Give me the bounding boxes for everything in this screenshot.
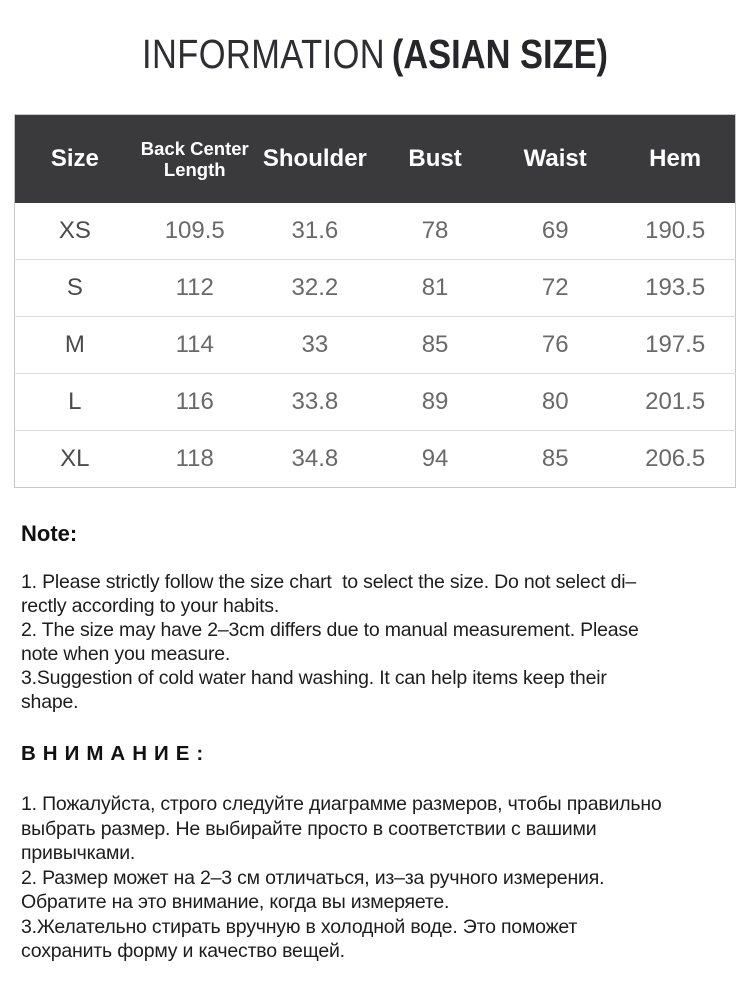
size-cell: XS: [14, 203, 135, 260]
attention-line: 1. Пожалуйста, строго следуйте диаграмме…: [21, 793, 662, 815]
attention-line: сохранить форму и качество вещей.: [21, 940, 345, 962]
column-header-hem: Hem: [615, 114, 736, 203]
note-section: Note: 1. Please strictly follow the size…: [21, 521, 729, 714]
value-cell: 193.5: [615, 259, 736, 317]
value-cell: 72: [495, 259, 616, 317]
value-cell: 201.5: [615, 373, 736, 431]
note-line: rectly according to your habits.: [21, 595, 280, 617]
size-cell: M: [14, 316, 135, 374]
note-text: 1. Please strictly follow the size chart…: [21, 570, 729, 714]
value-cell: 81: [374, 259, 496, 317]
value-cell: 31.6: [254, 203, 375, 260]
value-cell: 109.5: [134, 203, 255, 260]
size-cell: XL: [60, 445, 90, 472]
table-row: M 114 33 85 76 197.5: [14, 316, 736, 374]
attention-line: 2. Размер может на 2–3 см отличаться, из…: [21, 866, 605, 889]
size-cell: L: [14, 373, 135, 431]
size-table-header: Size Back Center Length Shoulder Bust Waist H…: [14, 114, 736, 203]
value-cell: 118: [175, 445, 214, 472]
attention-line: привычками.: [21, 842, 136, 864]
table-row: L 116 33.8 89 80 201.5: [14, 373, 736, 431]
attention-line: выбрать размер. Не выбирайте просто в со…: [21, 817, 597, 840]
header-row: Size Back Center Length Shoulder Bust Waist H…: [14, 114, 736, 203]
attention-section: ВНИМАНИЕ: 1. Пожалуйста, строго следуйте…: [21, 742, 729, 964]
value-cell: 80: [495, 373, 616, 431]
value-cell: 33.8: [254, 373, 375, 431]
note-line: 3.Suggestion of cold water hand washing.…: [21, 667, 607, 689]
value-cell: 33: [254, 316, 375, 374]
value-cell: 69: [495, 203, 616, 260]
value-cell: 112: [134, 259, 255, 317]
page-title: INFORMATION (ASIAN SIZE): [60, 30, 690, 88]
note-line: shape.: [21, 691, 79, 713]
page-title-regular: INFORMATION: [141, 31, 386, 77]
column-header-back-center-length: Back Center Length: [134, 114, 255, 203]
value-cell: 34.8: [291, 445, 339, 472]
value-cell: 94: [421, 445, 449, 472]
value-cell: 206.5: [645, 445, 706, 472]
attention-line: 3.Желательно стирать вручную в холодной …: [21, 915, 578, 938]
value-cell: 89: [374, 373, 496, 431]
column-header-shoulder: Shoulder: [254, 114, 375, 203]
value-cell: 197.5: [615, 316, 736, 374]
table-row: XS 109.5 31.6 78 69 190.5: [14, 203, 736, 260]
size-table: Size Back Center Length Shoulder Bust Waist H…: [14, 114, 736, 488]
value-cell: 190.5: [615, 203, 736, 260]
table-row: S 112 32.2 81 72 193.5: [14, 259, 736, 317]
value-cell: 78: [374, 203, 496, 260]
value-cell: 116: [134, 373, 255, 431]
value-cell: 85: [541, 445, 569, 472]
column-header-size: Size: [14, 114, 135, 203]
value-cell: 114: [134, 316, 255, 374]
note-line: 2. The size may have 2–3cm differs due t…: [21, 619, 639, 641]
page-title-bold: (ASIAN SIZE): [391, 31, 609, 77]
size-table-body: XS 109.5 31.6 78 69 190.5 S 112 32.2 81 72 193.5 M 11…: [14, 203, 736, 488]
column-header-bust: Bust: [374, 114, 496, 203]
size-cell: S: [14, 259, 135, 317]
note-line: 1. Please strictly follow the size chart…: [21, 571, 636, 593]
value-cell: 76: [495, 316, 616, 374]
note-heading: Note:: [21, 521, 78, 546]
value-cell: 85: [374, 316, 496, 374]
column-header-waist: Waist: [495, 114, 616, 203]
value-cell: 32.2: [254, 259, 375, 317]
note-line: note when you measure.: [21, 643, 231, 665]
attention-text: 1. Пожалуйста, строго следуйте диаграмме…: [21, 792, 729, 964]
attention-heading: ВНИМАНИЕ:: [21, 742, 211, 765]
attention-line: Обратите на это внимание, когда вы измер…: [21, 891, 450, 913]
table-row: XL 118 34.8 94 85 206.5: [15, 431, 736, 488]
